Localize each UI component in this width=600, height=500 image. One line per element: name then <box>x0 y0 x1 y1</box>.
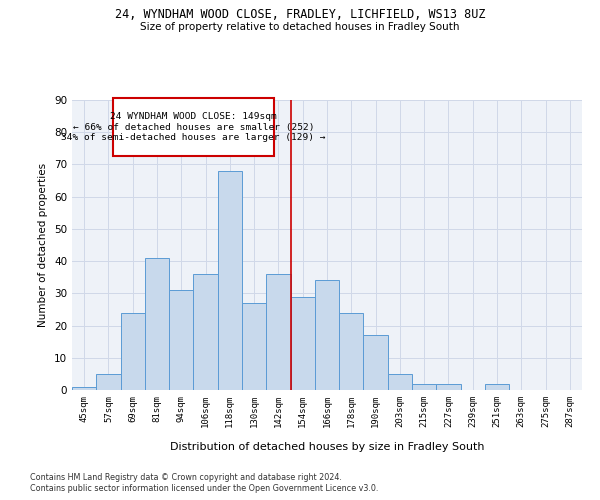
Text: Size of property relative to detached houses in Fradley South: Size of property relative to detached ho… <box>140 22 460 32</box>
Bar <box>96 374 121 390</box>
Bar <box>436 384 461 390</box>
Bar <box>290 296 315 390</box>
Y-axis label: Number of detached properties: Number of detached properties <box>38 163 49 327</box>
Text: 24 WYNDHAM WOOD CLOSE: 149sqm
← 66% of detached houses are smaller (252)
34% of : 24 WYNDHAM WOOD CLOSE: 149sqm ← 66% of d… <box>61 112 326 142</box>
Bar <box>145 258 169 390</box>
Bar <box>364 335 388 390</box>
Bar <box>121 312 145 390</box>
Bar <box>388 374 412 390</box>
Bar <box>266 274 290 390</box>
Text: Distribution of detached houses by size in Fradley South: Distribution of detached houses by size … <box>170 442 484 452</box>
Bar <box>113 98 274 156</box>
Bar <box>339 312 364 390</box>
Bar <box>315 280 339 390</box>
Bar <box>193 274 218 390</box>
Bar <box>485 384 509 390</box>
Text: 24, WYNDHAM WOOD CLOSE, FRADLEY, LICHFIELD, WS13 8UZ: 24, WYNDHAM WOOD CLOSE, FRADLEY, LICHFIE… <box>115 8 485 20</box>
Bar <box>169 290 193 390</box>
Text: Contains public sector information licensed under the Open Government Licence v3: Contains public sector information licen… <box>30 484 379 493</box>
Text: Contains HM Land Registry data © Crown copyright and database right 2024.: Contains HM Land Registry data © Crown c… <box>30 472 342 482</box>
Bar <box>218 171 242 390</box>
Bar <box>72 387 96 390</box>
Bar <box>242 303 266 390</box>
Bar <box>412 384 436 390</box>
